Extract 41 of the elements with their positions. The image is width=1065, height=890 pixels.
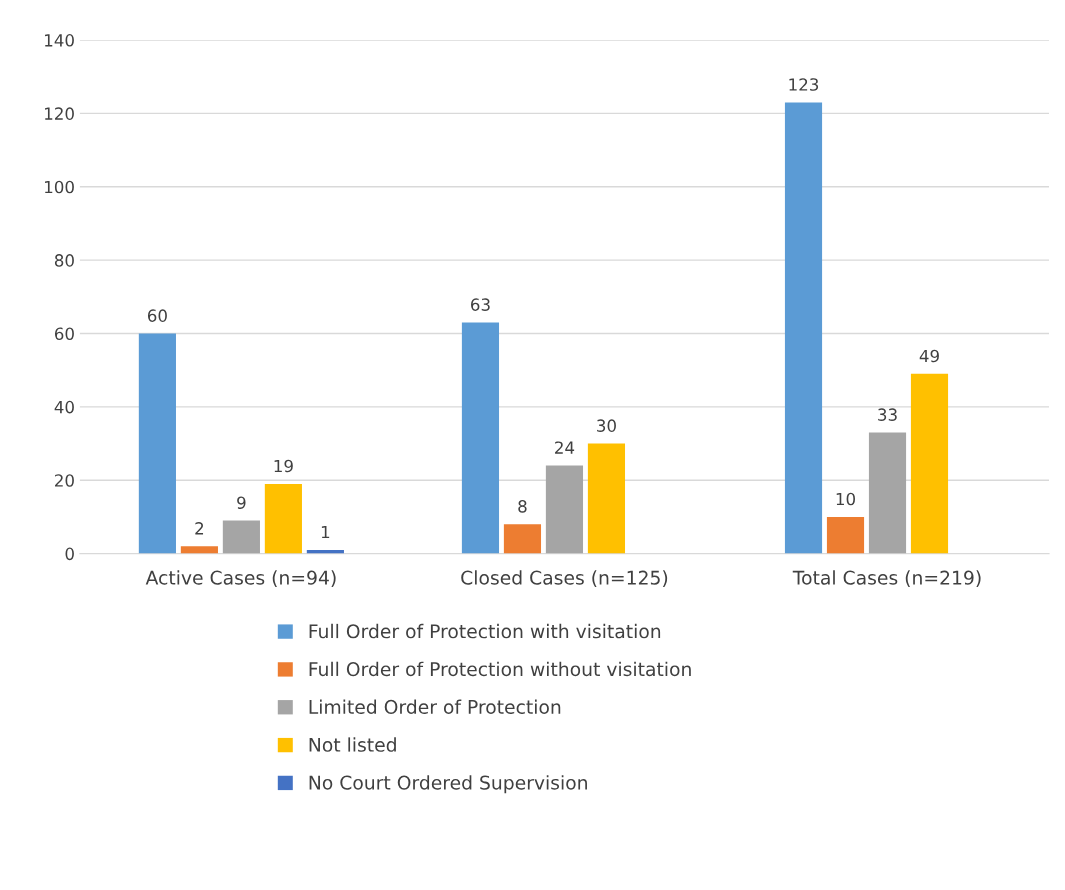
data-label: 8 — [518, 500, 527, 513]
data-label: 30 — [597, 419, 616, 432]
bar — [910, 373, 949, 554]
data-label: 10 — [836, 492, 855, 506]
bar — [138, 333, 176, 554]
legend-label: Full Order of Protection without visitation — [309, 661, 691, 677]
bar — [587, 443, 626, 554]
data-label: 123 — [789, 78, 819, 91]
bar — [868, 432, 907, 554]
y-tick-label: 60 — [54, 327, 74, 341]
legend-label: No Court Ordered Supervision — [309, 775, 587, 794]
data-label: 63 — [471, 298, 490, 311]
y-tick-label: 20 — [55, 474, 74, 487]
bar — [461, 322, 500, 554]
y-tick-label: 100 — [45, 180, 74, 194]
data-label: 24 — [555, 441, 575, 454]
data-label: 60 — [147, 309, 167, 322]
data-label: 33 — [878, 408, 897, 421]
bar — [503, 524, 542, 554]
data-label: 1 — [321, 525, 330, 539]
legend-label: Limited Order of Protection — [309, 699, 561, 715]
bar — [784, 102, 823, 554]
data-label: 49 — [919, 349, 939, 363]
x-tick-label: Active Cases (n=94) — [145, 570, 336, 587]
bar — [264, 483, 302, 554]
data-label: 19 — [274, 459, 293, 473]
x-tick-label: Closed Cases (n=125) — [461, 570, 668, 587]
bar — [180, 546, 218, 554]
y-tick-label: 0 — [65, 547, 74, 561]
data-label: 2 — [195, 522, 204, 535]
y-tick-label: 40 — [54, 400, 74, 414]
bar — [545, 465, 584, 554]
legend-label: Full Order of Protection with visitation — [309, 623, 661, 639]
y-tick-label: 80 — [54, 254, 74, 267]
legend-label: Not listed — [309, 737, 396, 752]
bar — [826, 516, 865, 554]
data-label: 9 — [237, 496, 246, 509]
x-tick-label: Total Cases (n=219) — [792, 570, 981, 587]
y-tick-label: 140 — [45, 34, 74, 47]
y-tick-label: 120 — [45, 107, 74, 120]
bar — [222, 520, 260, 554]
